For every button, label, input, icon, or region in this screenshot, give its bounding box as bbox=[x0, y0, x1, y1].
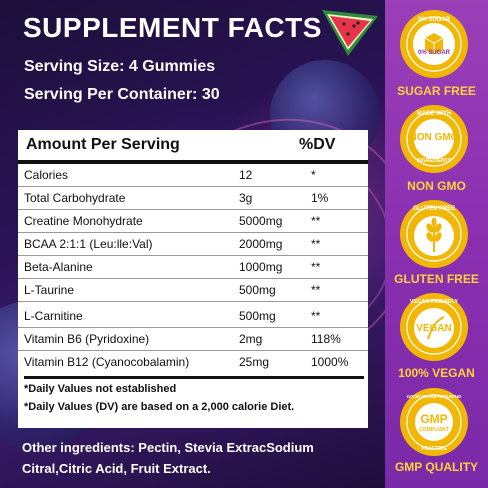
badge-ring-text: GOOD MANUFACTURING bbox=[406, 394, 462, 399]
badge-label-gluten-free: GLUTEN FREE bbox=[394, 272, 479, 286]
other-ingredients: Other ingredients: Pectin, Stevia Extrac… bbox=[22, 440, 314, 476]
badge-label-vegan: 100% VEGAN bbox=[398, 366, 475, 380]
row-dv: ** bbox=[311, 283, 321, 297]
badge-center-text: GMP bbox=[420, 412, 448, 426]
table-row: Creatine Monohydrate 5000mg ** bbox=[18, 210, 368, 233]
row-dv: ** bbox=[311, 237, 321, 251]
table-row: L-Carnitine 500mg ** bbox=[18, 302, 368, 328]
row-name: BCAA 2:1:1 (Leu:lle:Val) bbox=[24, 237, 153, 251]
header-amount: Amount Per Serving bbox=[26, 136, 180, 153]
badge-label-non-gmo: NON GMO bbox=[407, 179, 466, 193]
footnote-calorie-diet: *Daily Values (DV) are based on a 2,000 … bbox=[24, 401, 295, 413]
table-row: Total Carbohydrate 3g 1% bbox=[18, 187, 368, 210]
certification-sidebar: 0% SUGAR 0% SUGAR SUGAR FREE MADE WITH N… bbox=[385, 0, 488, 488]
row-amount: 25mg bbox=[239, 355, 270, 369]
badge-ring-text: GLUTEN FREE bbox=[412, 206, 456, 212]
row-dv: ** bbox=[311, 309, 321, 323]
badge-center-text: 0% SUGAR bbox=[417, 50, 450, 56]
row-amount: 5000mg bbox=[239, 214, 283, 228]
badge-center-text: NON GMO bbox=[409, 132, 459, 143]
badge-ring-text: INGREDIENTS bbox=[416, 158, 452, 164]
row-dv: * bbox=[311, 168, 316, 182]
row-dv: ** bbox=[311, 260, 321, 274]
badge-ring-text: 0% SUGAR bbox=[417, 17, 450, 23]
table-header: Amount Per Serving %DV bbox=[18, 130, 368, 164]
serving-per-container: Serving Per Container: 30 bbox=[24, 86, 220, 103]
table-row: BCAA 2:1:1 (Leu:lle:Val) 2000mg ** bbox=[18, 233, 368, 256]
row-dv: 1% bbox=[311, 191, 329, 205]
sugar-cube-icon bbox=[400, 10, 468, 78]
nutrition-table: Amount Per Serving %DV Calories 12 * Tot… bbox=[18, 130, 368, 428]
badge-label-gmp-quality: GMP QUALITY bbox=[394, 460, 479, 474]
row-amount: 500mg bbox=[239, 309, 276, 323]
vegan-icon bbox=[400, 293, 468, 361]
row-amount: 2mg bbox=[239, 332, 263, 346]
gmp-icon bbox=[400, 388, 468, 456]
row-amount: 500mg bbox=[239, 283, 276, 297]
row-name: Creatine Monohydrate bbox=[24, 214, 143, 228]
badge-center-subtext: COMPLIANT bbox=[419, 427, 449, 433]
row-name: Calories bbox=[24, 168, 69, 182]
page-title: SUPPLEMENT FACTS bbox=[23, 12, 322, 43]
row-amount: 1000mg bbox=[239, 260, 283, 274]
row-dv: 1000% bbox=[311, 355, 349, 369]
watermelon-slice-icon bbox=[322, 10, 378, 56]
row-amount: 12 bbox=[239, 168, 253, 182]
wheat-icon bbox=[400, 200, 468, 268]
row-name: Beta-Alanine bbox=[24, 260, 93, 274]
row-dv: ** bbox=[311, 214, 321, 228]
badge-label-sugar-free: SUGAR FREE bbox=[397, 84, 476, 98]
footnotes: *Daily Values not established *Daily Val… bbox=[24, 376, 364, 419]
row-name: L-Carnitine bbox=[24, 309, 83, 323]
row-dv: 118% bbox=[311, 332, 341, 346]
serving-size: Serving Size: 4 Gummies bbox=[24, 58, 216, 75]
table-row: Calories 12 * bbox=[18, 164, 368, 187]
row-amount: 3g bbox=[239, 191, 253, 205]
badge-ring-text: PRACTICE bbox=[421, 446, 447, 452]
row-amount: 2000mg bbox=[239, 237, 283, 251]
table-row: L-Taurine 500mg ** bbox=[18, 279, 368, 302]
row-name: Vitamin B12 (Cyanocobalamin) bbox=[24, 355, 190, 369]
header-dv: %DV bbox=[299, 136, 336, 153]
row-name: Vitamin B6 (Pyridoxine) bbox=[24, 332, 150, 346]
badge-ring-text: MADE WITH bbox=[416, 111, 452, 117]
row-name: Total Carbohydrate bbox=[24, 191, 126, 205]
table-row: Vitamin B12 (Cyanocobalamin) 25mg 1000% bbox=[18, 351, 368, 373]
badge-center-text: VEGAN bbox=[416, 323, 452, 334]
non-gmo-icon bbox=[400, 105, 468, 173]
table-row: Vitamin B6 (Pyridoxine) 2mg 118% bbox=[18, 328, 368, 351]
table-row: Beta-Alanine 1000mg ** bbox=[18, 256, 368, 279]
badge-ring-text: VEGAN-FRIENDLY bbox=[409, 299, 459, 305]
footnote-daily-values: *Daily Values not established bbox=[24, 383, 177, 395]
row-name: L-Taurine bbox=[24, 283, 75, 297]
